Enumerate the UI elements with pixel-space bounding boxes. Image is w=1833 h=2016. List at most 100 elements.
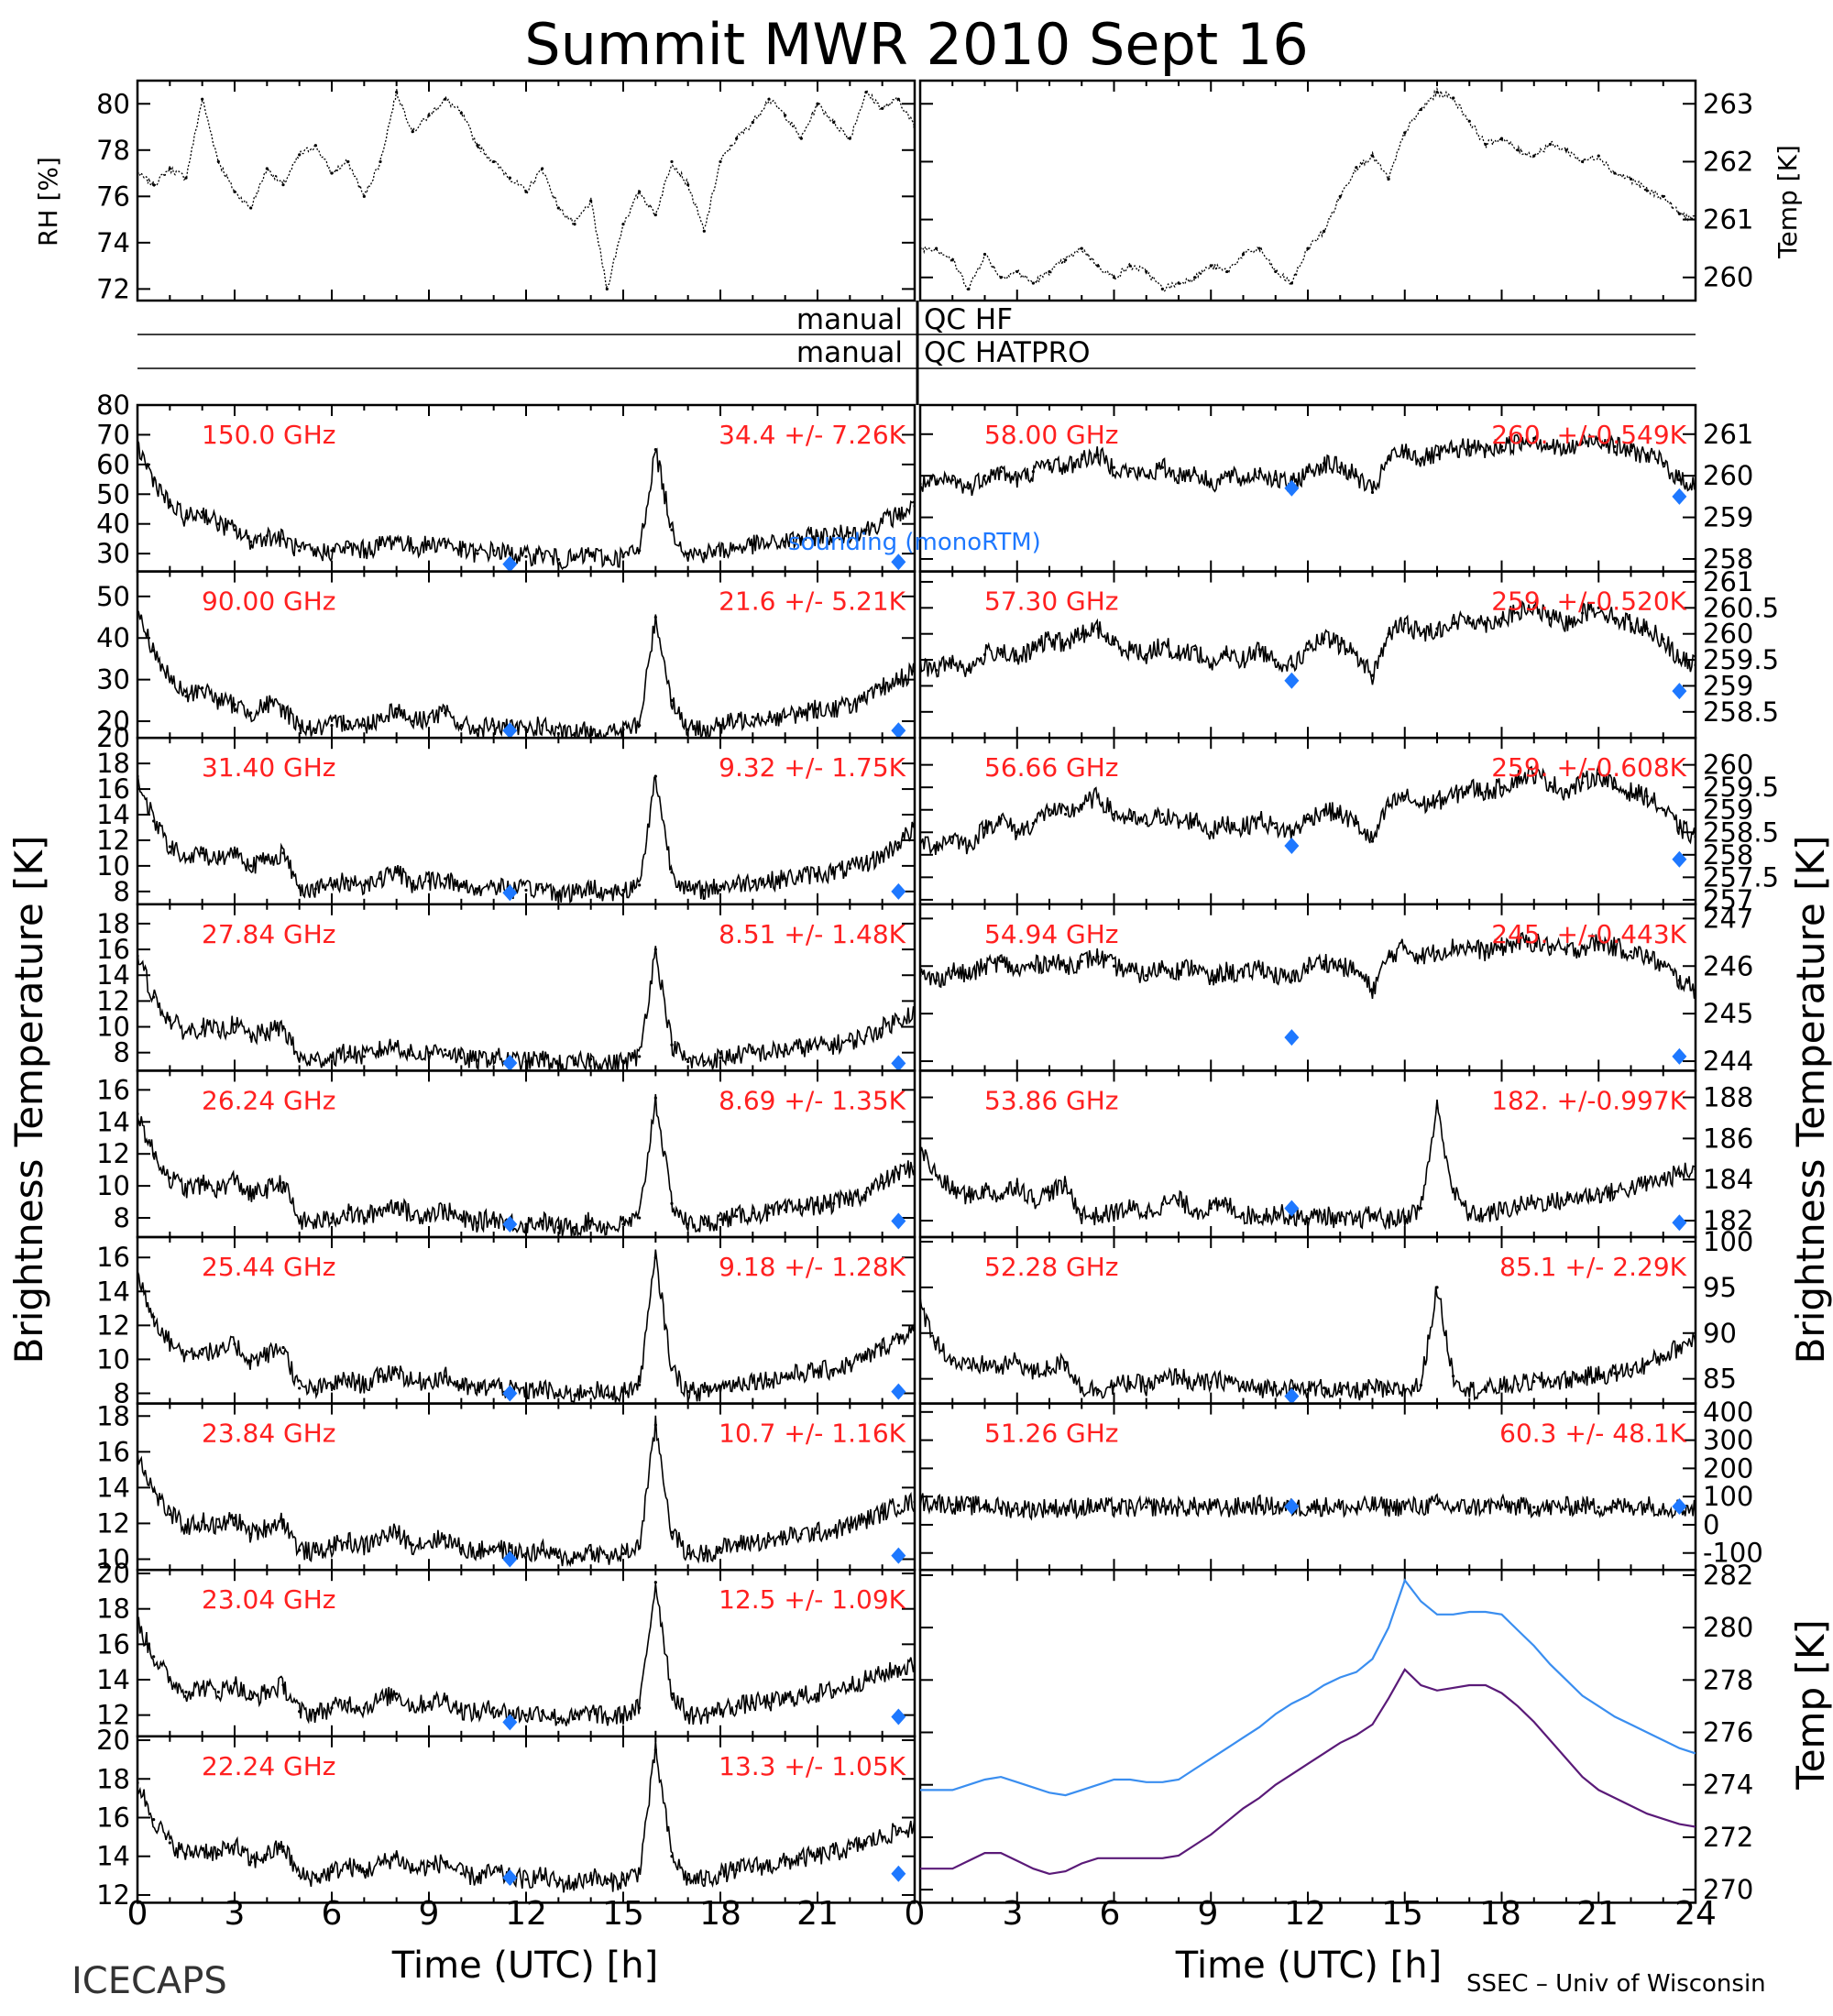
data-point [1112,466,1116,469]
data-point [362,1383,366,1386]
data-point [1338,813,1342,816]
data-trace [137,1583,915,1726]
y-tick-label: 276 [1703,1717,1753,1748]
data-point [427,114,431,117]
x-tick-labels: 0 3 6 9 12 15 18 21 0 3 6 9 12 15 18 21 24 [127,1895,1717,1933]
panel-ch5228: 85 90 95 100 52.28 GHz 85.1 +/- 2.29K [918,1226,1753,1405]
data-point [556,558,560,562]
data-point [411,129,414,134]
data-point [1241,1212,1246,1216]
x-tick-label: 18 [1479,1895,1521,1933]
y-tick-label: 258.5 [1703,696,1779,728]
data-point [881,854,884,858]
sounding-marker [1284,1200,1300,1217]
y-tick-label: 8 [114,876,130,907]
data-point [1597,940,1600,944]
data-point [735,882,739,886]
data-point [686,1059,690,1064]
data-point [1290,830,1293,834]
data-point [1306,470,1310,474]
data-point [201,97,204,101]
data-point [1031,1507,1035,1511]
y-tick-label: 8 [114,1377,130,1408]
data-point [1225,652,1229,657]
data-point [1581,611,1585,615]
data-point [1467,444,1471,448]
data-point [832,534,836,538]
data-point [1257,1214,1261,1219]
data-point [1096,1388,1100,1392]
data-point [313,728,317,731]
data-point [832,1688,836,1693]
data-trace [137,89,915,290]
panels: 7274767880260261262263304050607080150.0 … [96,79,1779,1911]
data-point [864,1034,868,1037]
data-point [281,1517,285,1522]
data-point [784,877,787,881]
data-point [1662,964,1665,968]
data-point [556,891,560,894]
data-point [1677,1171,1681,1176]
data-point [621,1059,625,1064]
data-point [638,723,642,728]
data-point [168,1176,171,1179]
data-point [1031,281,1035,285]
data-point [573,223,576,226]
data-point [1581,1194,1585,1198]
data-point [541,1219,544,1223]
data-point [1662,637,1665,641]
data-point [1419,1207,1422,1211]
series-line-1 [920,1668,1696,1876]
data-point [670,1530,674,1534]
data-point [411,1704,414,1708]
panel-frame [918,1568,1697,1904]
data-point [1452,621,1455,625]
data-point [1112,642,1116,646]
data-point [670,1043,674,1046]
data-point [1581,159,1585,164]
y-tick-label: 14 [96,1472,130,1503]
data-point [524,190,528,193]
data-point [184,1353,188,1356]
data-point [1581,945,1585,949]
data-point [864,1841,868,1845]
y-tick-label: 18 [96,1594,130,1625]
data-point [1193,816,1197,821]
data-point [233,1178,236,1181]
data-point [1435,1502,1439,1506]
data-point [346,719,350,723]
data-point [573,1393,576,1397]
data-point [1177,1374,1180,1377]
data-point [896,1017,900,1021]
data-point [702,1552,706,1556]
panel-ch2384: 10 12 14 16 18 23.84 GHz 10.7 +/- 1.16K [96,1400,916,1574]
sounding-marker [1672,1047,1687,1065]
data-point [233,528,236,531]
data-point [1387,177,1390,181]
data-point [1564,790,1568,794]
data-point [638,1055,642,1058]
data-point [298,723,302,728]
data-point [735,1053,739,1057]
data-point [1080,1212,1083,1216]
data-point [281,851,285,855]
data-point [265,1525,269,1528]
data-point [362,549,366,553]
data-point [653,1423,657,1427]
rh-axis-label: RH [%] [33,157,63,247]
data-point [508,1712,511,1715]
data-point [1145,269,1148,274]
data-point [379,542,382,547]
data-point [1597,1374,1600,1377]
data-point [702,1222,706,1226]
data-point [168,1678,171,1682]
data-point [184,176,188,180]
data-point [920,247,922,250]
data-point [233,1516,236,1520]
data-point [346,1864,350,1868]
data-point [249,206,253,210]
y-tick-label: 95 [1703,1272,1737,1303]
x-tick-label: 0 [905,1895,926,1933]
data-point [832,1201,836,1205]
data-point [1274,974,1278,978]
